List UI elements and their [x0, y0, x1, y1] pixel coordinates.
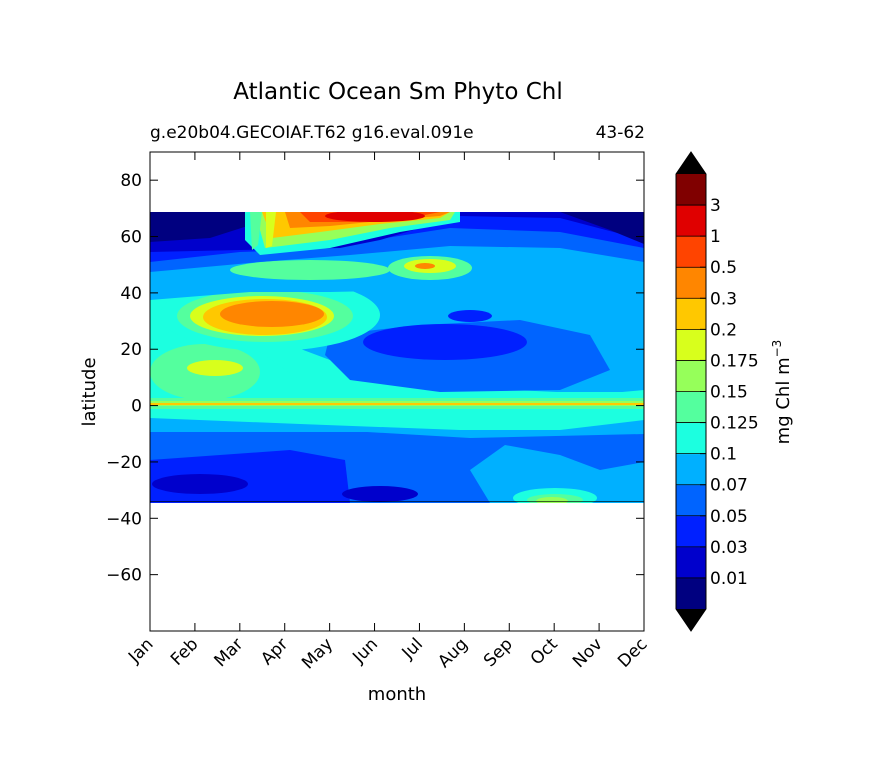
- x-tick-label-7: Aug: [434, 634, 472, 672]
- colorbar-swatch-2: [676, 515, 706, 548]
- colorbar-tick-label-12: 3: [710, 196, 721, 216]
- colorbar-swatch-0: [676, 577, 706, 610]
- y-axis: 80 60 40 20 0 −20 −40 −60: [106, 171, 644, 586]
- colorbar-swatch-6: [676, 391, 706, 424]
- colorbar-tick-label-8: 0.2: [710, 320, 737, 340]
- colorbar-swatch-9: [676, 298, 706, 330]
- contour-blob-25: [415, 263, 435, 269]
- colorbar-tick-label-9: 0.3: [710, 289, 737, 309]
- colorbar-label: mg Chl m−3: [770, 340, 794, 445]
- colorbar-swatch-12: [676, 205, 706, 237]
- x-axis-label: month: [368, 684, 426, 705]
- colorbar-swatch-11: [676, 236, 706, 268]
- colorbar-outline: [675, 151, 707, 632]
- x-tick-label-10: Nov: [569, 634, 607, 672]
- colorbar-swatch-13: [676, 174, 706, 206]
- colorbar-extend-max: [676, 152, 706, 174]
- colorbar-label-text: mg Chl m: [773, 357, 794, 444]
- plot-frame: [149, 151, 645, 632]
- x-tick-label-8: Sep: [480, 634, 517, 671]
- x-tick-label-2: Mar: [211, 634, 248, 671]
- y-tick-label-2: 40: [120, 284, 142, 304]
- x-tick-label-4: May: [298, 634, 337, 673]
- chart-title: Atlantic Ocean Sm Phyto Chl: [233, 79, 562, 105]
- y-tick-label-0: 80: [120, 171, 142, 191]
- y-tick-label-7: −60: [106, 566, 142, 586]
- contour-patch-30: [150, 212, 260, 242]
- x-tick-label-9: Oct: [527, 634, 562, 669]
- colorbar-label-exponent: −3: [770, 340, 784, 358]
- colorbar: 0.01 0.03 0.05 0.07 0.1 0.125 0.15 0.175 0.2 0.3 0…: [675, 151, 759, 632]
- contour-patch-9: [150, 404, 644, 430]
- contour-patch-39: [266, 212, 276, 248]
- contour-equator-core: [150, 403, 644, 405]
- contour-blob-13: [187, 360, 243, 376]
- contour-blob-26: [230, 260, 390, 280]
- x-tick-label-6: Jul: [398, 634, 427, 663]
- contour-blob-2: [152, 474, 248, 494]
- colorbar-swatch-8: [676, 329, 706, 361]
- chart-subtitle-right: 43-62: [596, 123, 645, 143]
- colorbar-tick-label-4: 0.1: [710, 445, 737, 465]
- y-tick-label-6: −40: [106, 509, 142, 529]
- colorbar-tick-label-11: 1: [710, 227, 721, 247]
- colorbar-tick-label-1: 0.03: [710, 538, 748, 558]
- contour-patch-11: [150, 320, 644, 396]
- colorbar-swatch-7: [676, 360, 706, 392]
- y-tick-label-1: 60: [120, 228, 142, 248]
- colorbar-swatch-5: [676, 422, 706, 455]
- colorbar-tick-label-2: 0.05: [710, 507, 748, 527]
- colorbar-tick-label-3: 0.07: [710, 476, 748, 496]
- y-tick-label-3: 20: [120, 340, 142, 360]
- colorbar-swatch-10: [676, 267, 706, 299]
- x-tick-label-11: Dec: [614, 634, 651, 671]
- y-tick-label-4: 0: [131, 397, 142, 417]
- x-tick-label-0: Jan: [124, 634, 157, 667]
- colorbar-tick-label-7: 0.175: [710, 351, 759, 371]
- y-tick-label-5: −20: [106, 453, 142, 473]
- colorbar-swatch-4: [676, 453, 706, 486]
- contour-blob-37: [325, 212, 425, 222]
- colorbar-tick-label-10: 0.5: [710, 258, 737, 278]
- contour-patch-31: [560, 212, 644, 244]
- x-tick-label-3: Apr: [257, 634, 292, 669]
- y-axis-label: latitude: [79, 357, 100, 426]
- colorbar-tick-label-0: 0.01: [710, 569, 748, 589]
- chart-subtitle-left: g.e20b04.GECOIAF.T62 g16.eval.091e: [150, 123, 474, 143]
- contour-blob-3: [342, 486, 418, 502]
- x-tick-label-5: Jun: [348, 634, 382, 668]
- contour-blob-15: [363, 324, 527, 360]
- contour-blob-21: [220, 301, 324, 327]
- x-tick-label-1: Feb: [167, 634, 202, 669]
- contour-blob-16: [448, 310, 492, 322]
- colorbar-tick-label-6: 0.15: [710, 383, 748, 403]
- colorbar-swatch-1: [676, 546, 706, 579]
- contour-field: [150, 212, 644, 503]
- contour-patch-4: [470, 445, 644, 503]
- colorbar-extend-min: [676, 609, 706, 631]
- contour-patch-38: [250, 212, 262, 250]
- colorbar-tick-label-5: 0.125: [710, 414, 759, 434]
- colorbar-swatch-3: [676, 484, 706, 517]
